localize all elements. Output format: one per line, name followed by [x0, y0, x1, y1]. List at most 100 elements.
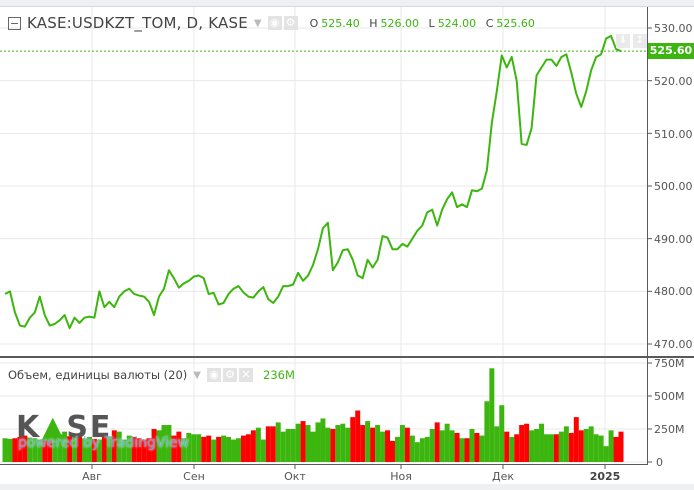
- symbol-title[interactable]: KASE:USDKZT_TOM, D, KASE: [27, 14, 248, 32]
- pane-separator[interactable]: [0, 356, 694, 358]
- volume-bar: [101, 435, 107, 462]
- powered-by-text[interactable]: powered by TradingView: [18, 435, 190, 451]
- eye-icon[interactable]: ◉: [207, 368, 221, 382]
- price-line: [4, 34, 622, 330]
- price-label: 520.00: [654, 75, 693, 88]
- volume-bar: [394, 436, 400, 462]
- volume-bar: [608, 430, 614, 462]
- volume-bar: [126, 435, 132, 462]
- price-axis-line: [647, 7, 648, 465]
- volume-bar: [211, 439, 217, 462]
- volume-bar: [583, 429, 589, 462]
- volume-axis-label: 500M: [654, 390, 685, 403]
- volume-bar: [320, 418, 326, 462]
- volume-bar: [22, 435, 28, 462]
- volume-bar: [434, 422, 440, 462]
- volume-bar: [270, 426, 276, 462]
- volume-bar: [32, 438, 38, 462]
- volume-bar: [489, 368, 495, 462]
- gear-icon[interactable]: ⚙: [223, 368, 237, 382]
- gear-icon[interactable]: ⚙: [283, 16, 298, 30]
- volume-bar: [2, 438, 8, 462]
- volume-bar: [136, 438, 142, 462]
- volume-bar: [72, 433, 78, 462]
- price-label: 530.00: [654, 22, 693, 35]
- volume-bar: [221, 435, 227, 462]
- volume-axis-label: 250M: [654, 423, 685, 436]
- close-value: 525.60: [496, 16, 535, 30]
- scale-down-icon[interactable]: ⬇: [616, 34, 630, 48]
- volume-bar: [375, 425, 381, 462]
- volume-bar: [82, 438, 87, 462]
- volume-bar: [91, 438, 97, 462]
- low-value: 524.00: [437, 16, 477, 30]
- volume-title[interactable]: Объем, единицы валюты (20): [8, 368, 188, 382]
- volume-bar: [613, 436, 619, 462]
- volume-bar: [305, 425, 311, 462]
- top-toolbar-strip: [0, 0, 694, 7]
- dropdown-caret-icon[interactable]: ▼: [253, 17, 262, 29]
- volume-bar: [295, 423, 301, 462]
- volume-bar: [524, 423, 530, 462]
- volume-bar: [529, 430, 535, 462]
- volume-bar: [57, 434, 63, 462]
- volume-bar: [285, 429, 291, 462]
- volume-bar: [544, 434, 549, 462]
- volume-bar: [96, 439, 102, 462]
- volume-bar: [618, 431, 624, 462]
- volume-bar: [419, 438, 425, 462]
- volume-bar: [390, 440, 395, 462]
- volume-bar: [315, 422, 321, 462]
- dropdown-caret-icon[interactable]: ▼: [193, 369, 201, 381]
- volume-bar: [300, 421, 306, 462]
- main-legend: KASE:USDKZT_TOM, D, KASE ▼ ◉ ⚙ O 525.40 H…: [8, 14, 541, 32]
- price-label: 480.00: [654, 285, 693, 298]
- time-axis-line: [0, 464, 648, 465]
- volume-bar: [534, 429, 540, 462]
- volume-bar: [454, 432, 460, 462]
- volume-bar: [186, 432, 192, 462]
- volume-bar: [598, 435, 604, 462]
- volume-bar: [509, 436, 515, 462]
- volume-bar: [330, 429, 336, 462]
- volume-bar: [260, 439, 266, 462]
- volume-bar: [514, 434, 520, 462]
- volume-bar: [449, 430, 455, 462]
- volume-bar: [499, 405, 505, 462]
- volume-bar: [181, 438, 187, 462]
- scale-both-icon[interactable]: ↕: [633, 34, 647, 48]
- volume-bar: [191, 434, 197, 462]
- volume-bar: [52, 435, 58, 462]
- volume-bar: [399, 425, 405, 462]
- kase-logo-text: K▲SE: [16, 410, 113, 445]
- volume-bar: [245, 434, 251, 462]
- volume-bar: [404, 427, 410, 462]
- volume-bar: [409, 435, 415, 462]
- volume-bar: [474, 432, 480, 462]
- volume-bar: [42, 438, 48, 462]
- volume-bar: [77, 435, 82, 462]
- volume-bar: [250, 430, 256, 462]
- volume-bar: [111, 430, 117, 462]
- high-value: 526.00: [380, 16, 420, 30]
- volume-bar: [236, 438, 241, 462]
- volume-bar: [171, 435, 177, 462]
- volume-bar: [573, 417, 579, 462]
- volume-bar: [603, 446, 609, 462]
- volume-bar: [86, 436, 92, 462]
- volume-bar: [335, 425, 341, 462]
- volume-bar: [265, 426, 271, 462]
- volume-bar: [161, 425, 167, 462]
- close-icon[interactable]: ✕: [239, 368, 253, 382]
- volume-bar: [216, 436, 222, 462]
- volume-bar: [548, 434, 554, 462]
- eye-icon[interactable]: ◉: [267, 16, 282, 30]
- volume-bar: [444, 423, 450, 462]
- close-label: C: [485, 16, 494, 30]
- volume-bar: [558, 431, 564, 462]
- time-label: Сен: [183, 470, 205, 483]
- volume-bar: [275, 422, 281, 462]
- collapse-icon[interactable]: [8, 16, 21, 30]
- volume-bar: [121, 439, 127, 462]
